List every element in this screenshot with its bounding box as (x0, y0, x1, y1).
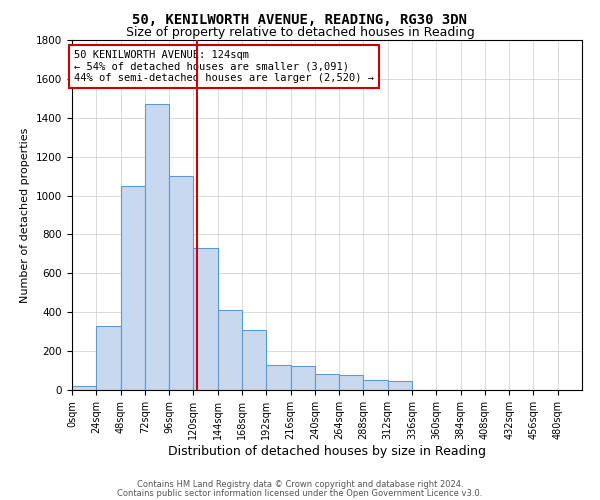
Bar (121, 186, 145, 390)
Text: Contains HM Land Registry data © Crown copyright and database right 2024.: Contains HM Land Registry data © Crown c… (137, 480, 463, 489)
Bar (193, 248, 218, 390)
Text: 50, KENILWORTH AVENUE, READING, RG30 3DN: 50, KENILWORTH AVENUE, READING, RG30 3DN (133, 12, 467, 26)
Bar (364, 380, 388, 390)
Bar (218, 310, 242, 390)
Bar (388, 381, 412, 390)
Bar (315, 374, 339, 390)
Bar (169, 176, 193, 390)
Bar (145, 104, 169, 390)
Text: 50 KENILWORTH AVENUE: 124sqm
← 54% of detached houses are smaller (3,091)
44% of: 50 KENILWORTH AVENUE: 124sqm ← 54% of de… (74, 50, 374, 83)
X-axis label: Distribution of detached houses by size in Reading: Distribution of detached houses by size … (168, 444, 486, 458)
Text: Contains public sector information licensed under the Open Government Licence v3: Contains public sector information licen… (118, 488, 482, 498)
Y-axis label: Number of detached properties: Number of detached properties (20, 128, 31, 302)
Bar (339, 376, 364, 390)
Text: Size of property relative to detached houses in Reading: Size of property relative to detached ho… (125, 26, 475, 39)
Bar (242, 330, 266, 390)
Bar (290, 366, 315, 390)
Bar (96, 326, 121, 390)
Bar (266, 364, 290, 390)
Bar (72, 386, 96, 390)
